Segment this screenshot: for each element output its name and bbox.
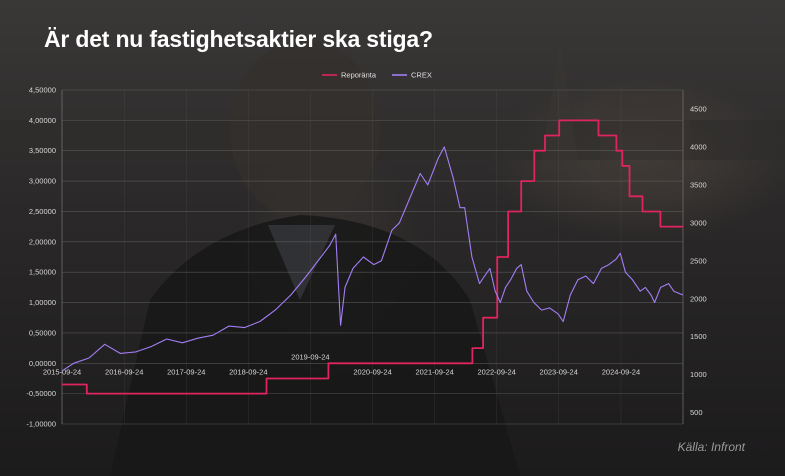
legend-label: CREX: [411, 71, 432, 80]
x-tick-label: 2015-09-24: [43, 367, 81, 376]
x-tick-label: 2021-09-24: [415, 367, 453, 376]
y-right-tick-label: 2000: [690, 294, 707, 303]
y-left-tick-label: 2,00000: [29, 237, 56, 246]
y-left-tick-label: -1,00000: [26, 420, 56, 429]
y-left-tick-label: 4,50000: [29, 86, 56, 95]
legend: Reporänta CREX: [322, 71, 432, 80]
y-right-tick-label: 3500: [690, 180, 707, 189]
y-right-tick-label: 3000: [690, 218, 707, 227]
y-right-tick-label: 500: [690, 408, 703, 417]
series-line-reporänta: [62, 119, 683, 395]
y-left-tick-label: 3,00000: [29, 177, 56, 186]
y-left-tick-label: 0,50000: [29, 328, 56, 337]
x-tick-label: 2020-09-24: [353, 367, 391, 376]
y-left-tick-label: 3,50000: [29, 146, 56, 155]
y-right-tick-label: 4000: [690, 142, 707, 151]
right-axis: 500 1000 1500 2000 2500 3000 3500 4000 4500: [690, 104, 707, 417]
left-axis: -1,00000 -0,50000 0,00000 0,50000 1,00000 1,5…: [26, 86, 56, 429]
y-right-tick-label: 2500: [690, 256, 707, 265]
x-axis: 2015-09-24 2016-09-24 2017-09-24 2018-09-24…: [43, 352, 640, 376]
y-left-tick-label: 2,50000: [29, 207, 56, 216]
x-tick-label: 2017-09-24: [167, 367, 205, 376]
y-right-tick-label: 1000: [690, 370, 707, 379]
x-tick-label: 2019-09-24: [291, 352, 329, 361]
x-tick-label: 2018-09-24: [229, 367, 267, 376]
y-left-tick-label: 1,00000: [29, 298, 56, 307]
y-left-tick-label: 0,00000: [29, 359, 56, 368]
source-note: Källa: Infront: [677, 440, 745, 454]
x-tick-label: 2023-09-24: [540, 367, 578, 376]
series-line-crex: [61, 146, 684, 372]
x-tick-label: 2016-09-24: [105, 367, 143, 376]
legend-label: Reporänta: [341, 71, 377, 80]
y-right-tick-label: 1500: [690, 332, 707, 341]
x-tick-label: 2022-09-24: [477, 367, 515, 376]
y-left-tick-label: 4,00000: [29, 116, 56, 125]
series: [61, 119, 684, 395]
x-tick-label: 2024-09-24: [602, 367, 640, 376]
y-left-tick-label: 1,50000: [29, 268, 56, 277]
y-right-tick-label: 4500: [690, 104, 707, 113]
y-left-tick-label: -0,50000: [26, 389, 56, 398]
page-title: Är det nu fastighetsaktier ska stiga?: [44, 26, 433, 52]
